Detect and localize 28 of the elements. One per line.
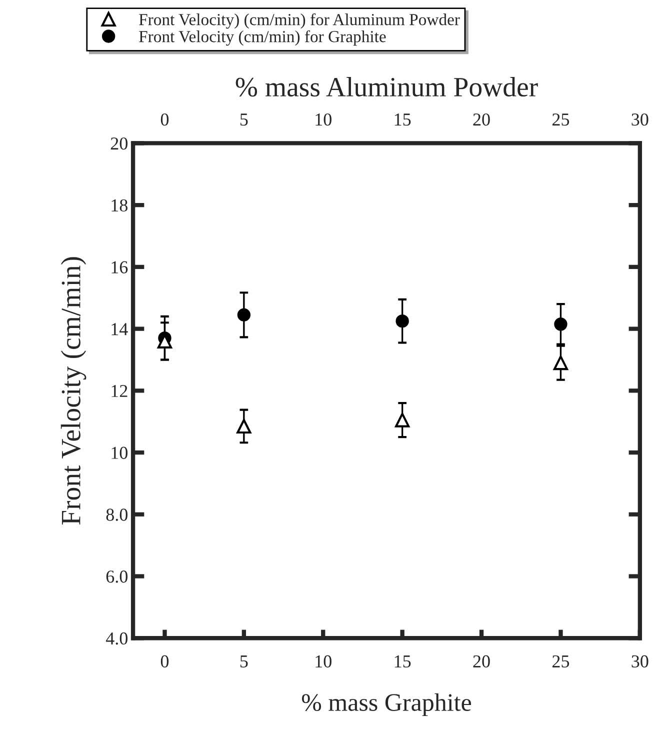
x-tick-label: 25	[552, 655, 570, 668]
x2-axis-title: % mass Aluminum Powder	[236, 77, 538, 97]
x2-tick-label: 0	[160, 113, 169, 126]
y-tick-label: 4.0	[106, 632, 128, 645]
x-tick-label: 5	[240, 655, 248, 668]
y-tick-label: 18	[112, 199, 128, 212]
x2-tick-label: 30	[632, 113, 648, 126]
x2-tick-label: 15	[394, 114, 411, 126]
x-tick-label: 10	[316, 655, 332, 668]
y-tick-label: 20	[110, 137, 128, 150]
y-tick-label: 10	[112, 446, 128, 459]
y-axis-title: Front Velocity (cm/min)	[60, 257, 86, 525]
y-tick-label: 12	[112, 384, 128, 397]
x-tick-label: 0	[160, 655, 169, 668]
x2-tick-label: 10	[316, 113, 332, 126]
y-tick-label: 8.0	[106, 508, 128, 521]
x2-tick-label: 20	[473, 113, 490, 126]
x-tick-label: 30	[632, 655, 648, 668]
y-tick-label: 14	[112, 323, 128, 336]
y-tick-label: 6.0	[106, 570, 128, 583]
legend-label: Front Velocity (cm/min) for Graphite	[139, 30, 386, 46]
x2-tick-label: 5	[240, 114, 248, 126]
legend-label: Front Velocity) (cm/min) for Aluminum Powder	[139, 13, 460, 29]
x2-tick-label: 25	[552, 114, 570, 126]
x-tick-label: 15	[394, 655, 411, 668]
y-tick-label: 16	[112, 261, 128, 274]
x-axis-title: % mass Graphite	[302, 693, 472, 716]
x-tick-label: 20	[473, 655, 490, 668]
